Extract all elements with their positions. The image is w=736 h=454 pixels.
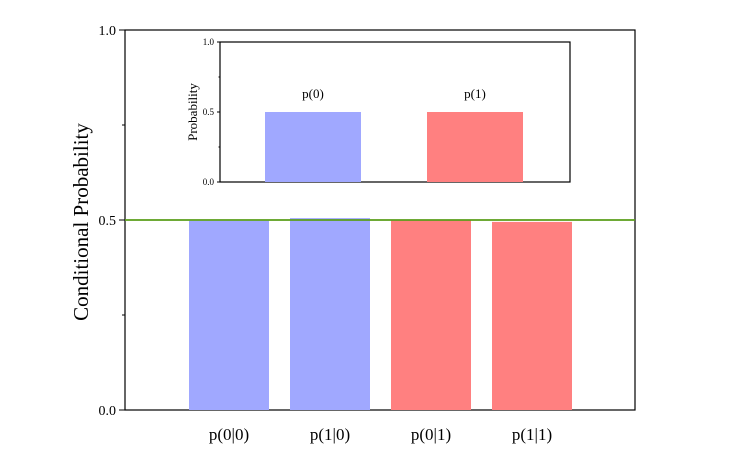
bar-p(0|1) <box>391 220 471 410</box>
main-category-labels: p(0|0) p(1|0) p(0|1) p(1|1) <box>209 425 552 444</box>
main-chart: 0.0 0.5 1.0 p(0|0) p(1|0) p(0|1) p(1|1) Condi… <box>69 24 636 444</box>
bar-p(1|0) <box>290 218 370 410</box>
bar-p(0|0) <box>189 220 269 410</box>
bar-p(1|1) <box>492 221 572 410</box>
category-label: p(0) <box>302 86 324 101</box>
main-y-axis-label: Conditional Probability <box>69 123 93 321</box>
inset-bars <box>265 112 523 182</box>
category-label: p(1) <box>464 86 486 101</box>
y-tick-label: 0.5 <box>99 214 117 229</box>
inset-y-ticks: 0.0 0.5 1.0 <box>203 37 220 187</box>
main-y-ticks: 0.0 0.5 1.0 <box>99 24 125 419</box>
y-tick-label: 0.0 <box>203 177 215 187</box>
bar-p(1) <box>427 112 523 182</box>
bar-p(0) <box>265 112 361 182</box>
y-tick-label: 1.0 <box>99 24 117 39</box>
inset-y-axis-label: Probability <box>185 83 200 141</box>
y-tick-label: 0.5 <box>203 107 215 117</box>
y-tick-label: 0.0 <box>99 404 117 419</box>
category-label: p(1|1) <box>512 425 552 444</box>
inset-category-labels: p(0) p(1) <box>302 86 486 101</box>
category-label: p(0|0) <box>209 425 249 444</box>
inset-chart: 0.0 0.5 1.0 p(0) p(1) Probability <box>185 37 571 187</box>
main-bars <box>189 218 572 410</box>
category-label: p(1|0) <box>310 425 350 444</box>
y-tick-label: 1.0 <box>203 37 215 47</box>
category-label: p(0|1) <box>411 425 451 444</box>
